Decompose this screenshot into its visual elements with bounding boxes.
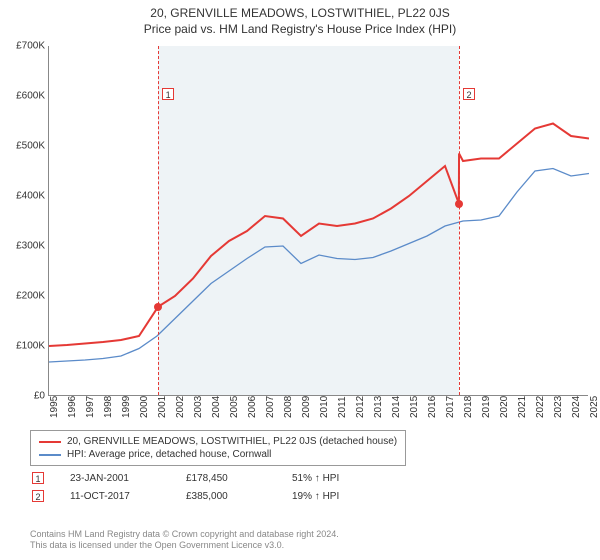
legend-row-price: 20, GRENVILLE MEADOWS, LOSTWITHIEL, PL22…: [39, 435, 397, 448]
sale-price: £385,000: [186, 491, 266, 502]
footer-line2: This data is licensed under the Open Gov…: [30, 540, 339, 552]
x-tick-label: 1999: [121, 396, 132, 418]
y-tick-label: £600K: [1, 91, 45, 102]
x-tick-label: 2003: [193, 396, 204, 418]
line-svg: [49, 46, 589, 396]
sale-delta: 19% ↑ HPI: [292, 491, 339, 502]
legend-row-hpi: HPI: Average price, detached house, Corn…: [39, 448, 397, 461]
x-tick-label: 2025: [589, 396, 600, 418]
sale-delta: 51% ↑ HPI: [292, 473, 339, 484]
sale-date: 23-JAN-2001: [70, 473, 160, 484]
legend: 20, GRENVILLE MEADOWS, LOSTWITHIEL, PL22…: [30, 430, 406, 466]
sales-list: 1 23-JAN-2001 £178,450 51% ↑ HPI 2 11-OCT-201…: [30, 472, 570, 502]
sale-vline: [158, 46, 159, 395]
x-tick-label: 2004: [211, 396, 222, 418]
y-tick-label: £100K: [1, 341, 45, 352]
sale-num-box: 1: [32, 472, 44, 484]
x-tick-label: 2019: [481, 396, 492, 418]
plot-area: £0£100K£200K£300K£400K£500K£600K£700K199…: [48, 46, 588, 396]
x-tick-label: 2010: [319, 396, 330, 418]
sale-vline: [459, 46, 460, 395]
y-tick-label: £300K: [1, 241, 45, 252]
x-tick-label: 2013: [373, 396, 384, 418]
x-tick-label: 2007: [265, 396, 276, 418]
x-tick-label: 2000: [139, 396, 150, 418]
x-tick-label: 2015: [409, 396, 420, 418]
x-tick-label: 2001: [157, 396, 168, 418]
x-tick-label: 2018: [463, 396, 474, 418]
x-tick-label: 2022: [535, 396, 546, 418]
y-tick-label: £700K: [1, 41, 45, 52]
legend-swatch-price: [39, 441, 61, 443]
x-tick-label: 2006: [247, 396, 258, 418]
sale-marker-box: 1: [162, 88, 174, 100]
sale-marker-box: 2: [463, 88, 475, 100]
chart: £0£100K£200K£300K£400K£500K£600K£700K199…: [48, 46, 588, 396]
x-tick-label: 1997: [85, 396, 96, 418]
y-tick-label: £400K: [1, 191, 45, 202]
x-tick-label: 2017: [445, 396, 456, 418]
x-tick-label: 2020: [499, 396, 510, 418]
x-tick-label: 2021: [517, 396, 528, 418]
x-tick-label: 2009: [301, 396, 312, 418]
chart-container: 20, GRENVILLE MEADOWS, LOSTWITHIEL, PL22…: [0, 0, 600, 560]
x-tick-label: 2002: [175, 396, 186, 418]
sale-price: £178,450: [186, 473, 266, 484]
x-tick-label: 2005: [229, 396, 240, 418]
x-tick-label: 2016: [427, 396, 438, 418]
x-tick-label: 2024: [571, 396, 582, 418]
series-price_paid: [49, 124, 589, 347]
legend-label-hpi: HPI: Average price, detached house, Corn…: [67, 449, 271, 460]
x-tick-label: 1996: [67, 396, 78, 418]
footer: Contains HM Land Registry data © Crown c…: [30, 529, 339, 552]
y-tick-label: £200K: [1, 291, 45, 302]
x-tick-label: 2023: [553, 396, 564, 418]
x-tick-label: 2014: [391, 396, 402, 418]
sale-row: 1 23-JAN-2001 £178,450 51% ↑ HPI: [30, 472, 570, 484]
legend-and-sales: 20, GRENVILLE MEADOWS, LOSTWITHIEL, PL22…: [30, 430, 570, 502]
x-tick-label: 2011: [337, 396, 348, 418]
title-subtitle: Price paid vs. HM Land Registry's House …: [0, 22, 600, 36]
x-tick-label: 2012: [355, 396, 366, 418]
legend-label-price: 20, GRENVILLE MEADOWS, LOSTWITHIEL, PL22…: [67, 436, 397, 447]
legend-swatch-hpi: [39, 454, 61, 456]
sale-dot: [154, 303, 162, 311]
y-tick-label: £500K: [1, 141, 45, 152]
y-tick-label: £0: [1, 391, 45, 402]
sale-num-box: 2: [32, 490, 44, 502]
title-block: 20, GRENVILLE MEADOWS, LOSTWITHIEL, PL22…: [0, 0, 600, 38]
x-tick-label: 1995: [49, 396, 60, 418]
title-address: 20, GRENVILLE MEADOWS, LOSTWITHIEL, PL22…: [0, 6, 600, 20]
series-hpi: [49, 169, 589, 363]
sale-dot: [455, 200, 463, 208]
sale-date: 11-OCT-2017: [70, 491, 160, 502]
x-tick-label: 1998: [103, 396, 114, 418]
sale-row: 2 11-OCT-2017 £385,000 19% ↑ HPI: [30, 490, 570, 502]
x-tick-label: 2008: [283, 396, 294, 418]
footer-line1: Contains HM Land Registry data © Crown c…: [30, 529, 339, 541]
